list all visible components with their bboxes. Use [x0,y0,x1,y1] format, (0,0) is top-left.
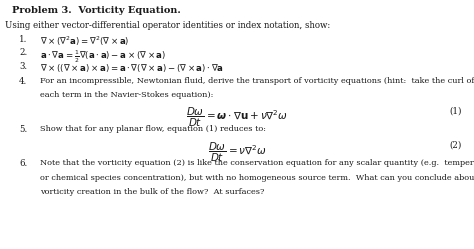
Text: $\dfrac{D\omega}{Dt} = \boldsymbol{\omega} \cdot \nabla\mathbf{u} + \nu\nabla^2\: $\dfrac{D\omega}{Dt} = \boldsymbol{\omeg… [186,106,288,129]
Text: Using either vector-differential operator identities or index notation, show:: Using either vector-differential operato… [5,21,330,30]
Text: Problem 3.  Vorticity Equation.: Problem 3. Vorticity Equation. [12,6,181,15]
Text: $\nabla \times (\nabla^2\mathbf{a}) = \nabla^2(\nabla \times \mathbf{a})$: $\nabla \times (\nabla^2\mathbf{a}) = \n… [40,35,130,48]
Text: 3.: 3. [19,62,27,71]
Text: each term in the Navier-Stokes equation):: each term in the Navier-Stokes equation)… [40,91,214,99]
Text: (1): (1) [450,106,462,115]
Text: vorticity creation in the bulk of the flow?  At surfaces?: vorticity creation in the bulk of the fl… [40,188,264,196]
Text: For an incompressible, Newtonian fluid, derive the transport of vorticity equati: For an incompressible, Newtonian fluid, … [40,76,474,84]
Text: $\dfrac{D\omega}{Dt} = \nu\nabla^2\omega$: $\dfrac{D\omega}{Dt} = \nu\nabla^2\omega… [208,141,266,164]
Text: 5.: 5. [19,125,27,134]
Text: or chemical species concentration), but with no homogeneous source term.  What c: or chemical species concentration), but … [40,174,474,182]
Text: Show that for any planar flow, equation (1) reduces to:: Show that for any planar flow, equation … [40,125,266,133]
Text: 6.: 6. [19,159,27,168]
Text: 4.: 4. [19,76,27,85]
Text: $\mathbf{a} \cdot \nabla\mathbf{a} = \frac{1}{2}\nabla(\mathbf{a} \cdot \mathbf{: $\mathbf{a} \cdot \nabla\mathbf{a} = \fr… [40,48,167,65]
Text: (2): (2) [450,141,462,150]
Text: 1.: 1. [19,35,27,44]
Text: $\nabla \times ((\nabla \times \mathbf{a}) \times \mathbf{a}) = \mathbf{a} \cdot: $\nabla \times ((\nabla \times \mathbf{a… [40,62,224,74]
Text: 2.: 2. [19,48,27,57]
Text: Note that the vorticity equation (2) is like the conservation equation for any s: Note that the vorticity equation (2) is … [40,159,474,167]
